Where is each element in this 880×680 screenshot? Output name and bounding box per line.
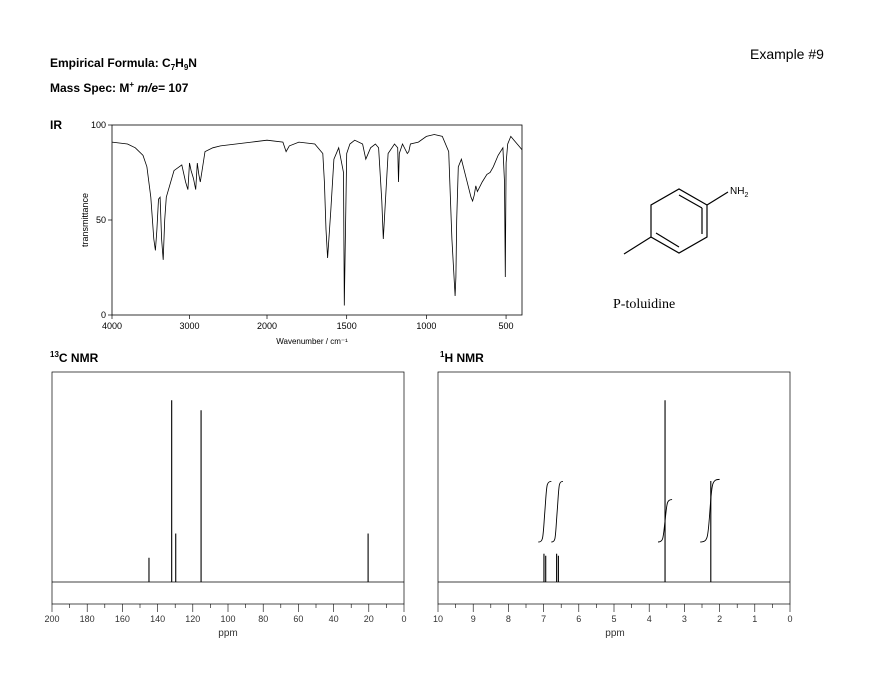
empirical-formula: Empirical Formula: C7H9N <box>50 56 197 72</box>
c13-xtick-label: 80 <box>258 614 268 624</box>
compound-name: P-toluidine <box>613 297 676 312</box>
h1-title: 1H NMR <box>440 350 484 365</box>
amine-label: NH2 <box>730 186 748 199</box>
c13-xtick-label: 0 <box>401 614 406 624</box>
c13-xtick-label: 160 <box>115 614 130 624</box>
c13-xlabel: ppm <box>218 628 237 639</box>
h1-frame <box>437 371 791 605</box>
ir-xtick-label: 1500 <box>337 321 357 331</box>
h1-xtick-label: 7 <box>541 614 546 624</box>
h1-integral-curve <box>538 480 552 543</box>
ir-xtick-label: 3000 <box>179 321 199 331</box>
h1-xtick-label: 6 <box>576 614 581 624</box>
h1-xtick-label: 8 <box>506 614 511 624</box>
ir-ytick-label: 0 <box>101 310 106 320</box>
example-label: Example #9 <box>750 46 824 62</box>
c13-xtick-label: 100 <box>220 614 235 624</box>
h1-xtick-label: 2 <box>717 614 722 624</box>
structure-diagram: NH2 <box>623 186 748 255</box>
c13-xtick-label: 20 <box>364 614 374 624</box>
ir-xlabel: Wavenumber / cm⁻¹ <box>276 337 348 346</box>
ir-xtick-label: 4000 <box>102 321 122 331</box>
ir-ytick-label: 50 <box>96 215 106 225</box>
h1-xtick-label: 5 <box>611 614 616 624</box>
c13-xtick-label: 180 <box>80 614 95 624</box>
ir-xtick-label: 1000 <box>416 321 436 331</box>
h1-xtick-label: 4 <box>647 614 652 624</box>
benzene-ring <box>650 188 708 254</box>
h1-integral-curve <box>657 499 673 543</box>
ir-frame <box>111 124 523 316</box>
c13-xtick-label: 200 <box>44 614 59 624</box>
ir-xtick-label: 500 <box>499 321 514 331</box>
h1-integral-curve <box>700 478 720 543</box>
h1-xtick-label: 1 <box>752 614 757 624</box>
h1-xtick-label: 3 <box>682 614 687 624</box>
h1-xlabel: ppm <box>605 628 624 639</box>
c13-xtick-label: 40 <box>329 614 339 624</box>
h1-xtick-label: 9 <box>471 614 476 624</box>
h1-xtick-label: 0 <box>787 614 792 624</box>
c13-frame <box>51 371 405 605</box>
ir-xtick-label: 2000 <box>257 321 277 331</box>
ir-title: IR <box>50 118 62 132</box>
h1-integral-curve <box>551 480 564 543</box>
methyl-bond <box>623 236 652 255</box>
ir-trace <box>111 134 523 306</box>
amine-bond <box>706 191 729 206</box>
c13-xtick-label: 120 <box>185 614 200 624</box>
c13-title: 13C NMR <box>50 350 99 365</box>
mass-spec: Mass Spec: M+ m/e= 107 <box>50 80 189 95</box>
c13-xtick-label: 140 <box>150 614 165 624</box>
c13-xtick-label: 60 <box>293 614 303 624</box>
h1-xtick-label: 10 <box>433 614 443 624</box>
ir-ytick-label: 100 <box>91 120 106 130</box>
ir-ylabel: transmittance <box>80 193 90 247</box>
